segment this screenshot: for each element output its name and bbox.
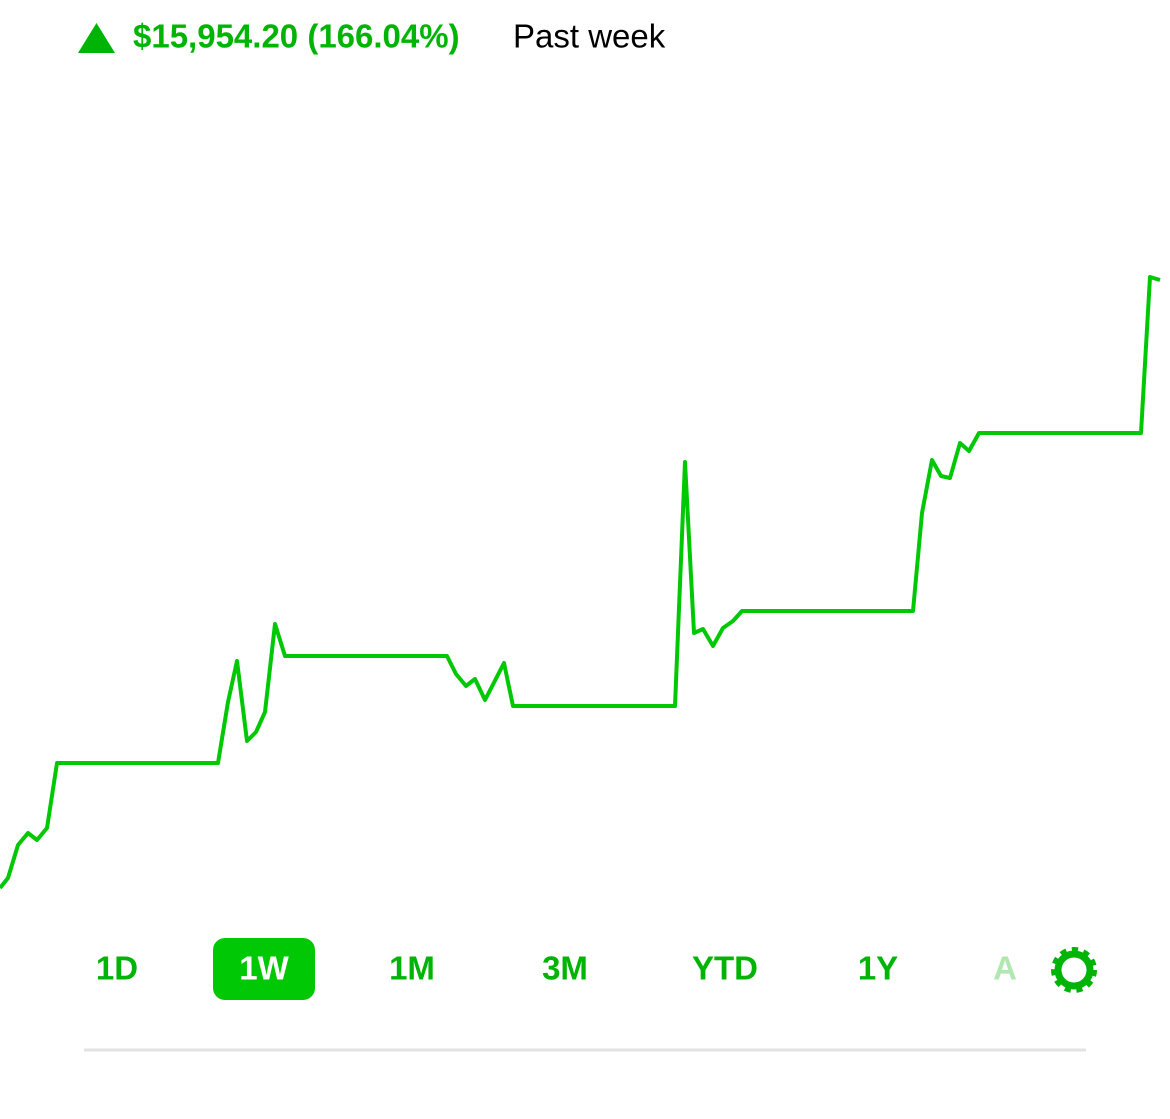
period-text: Past week xyxy=(513,18,666,55)
range-button[interactable]: 1D xyxy=(96,950,138,987)
range-selected-bg xyxy=(213,938,315,1000)
range-button[interactable]: 1Y xyxy=(858,950,898,987)
range-selector: 1D 1W 1M 3M YTD 1Y A xyxy=(96,938,1017,1000)
price-line xyxy=(0,275,1161,890)
range-button[interactable]: YTD xyxy=(692,950,758,987)
range-button[interactable]: 1M xyxy=(389,950,435,987)
gear-ring xyxy=(1054,950,1094,990)
range-button[interactable]: 3M xyxy=(542,950,588,987)
up-arrow xyxy=(78,23,115,53)
gear-teeth xyxy=(1051,947,1097,993)
change-text: $15,954.20 (166.04%) xyxy=(133,18,460,55)
range-button[interactable]: 1W xyxy=(239,950,289,987)
line-chart xyxy=(0,275,1161,890)
range-button[interactable]: A xyxy=(993,950,1017,987)
settings-icon[interactable] xyxy=(1051,947,1097,993)
